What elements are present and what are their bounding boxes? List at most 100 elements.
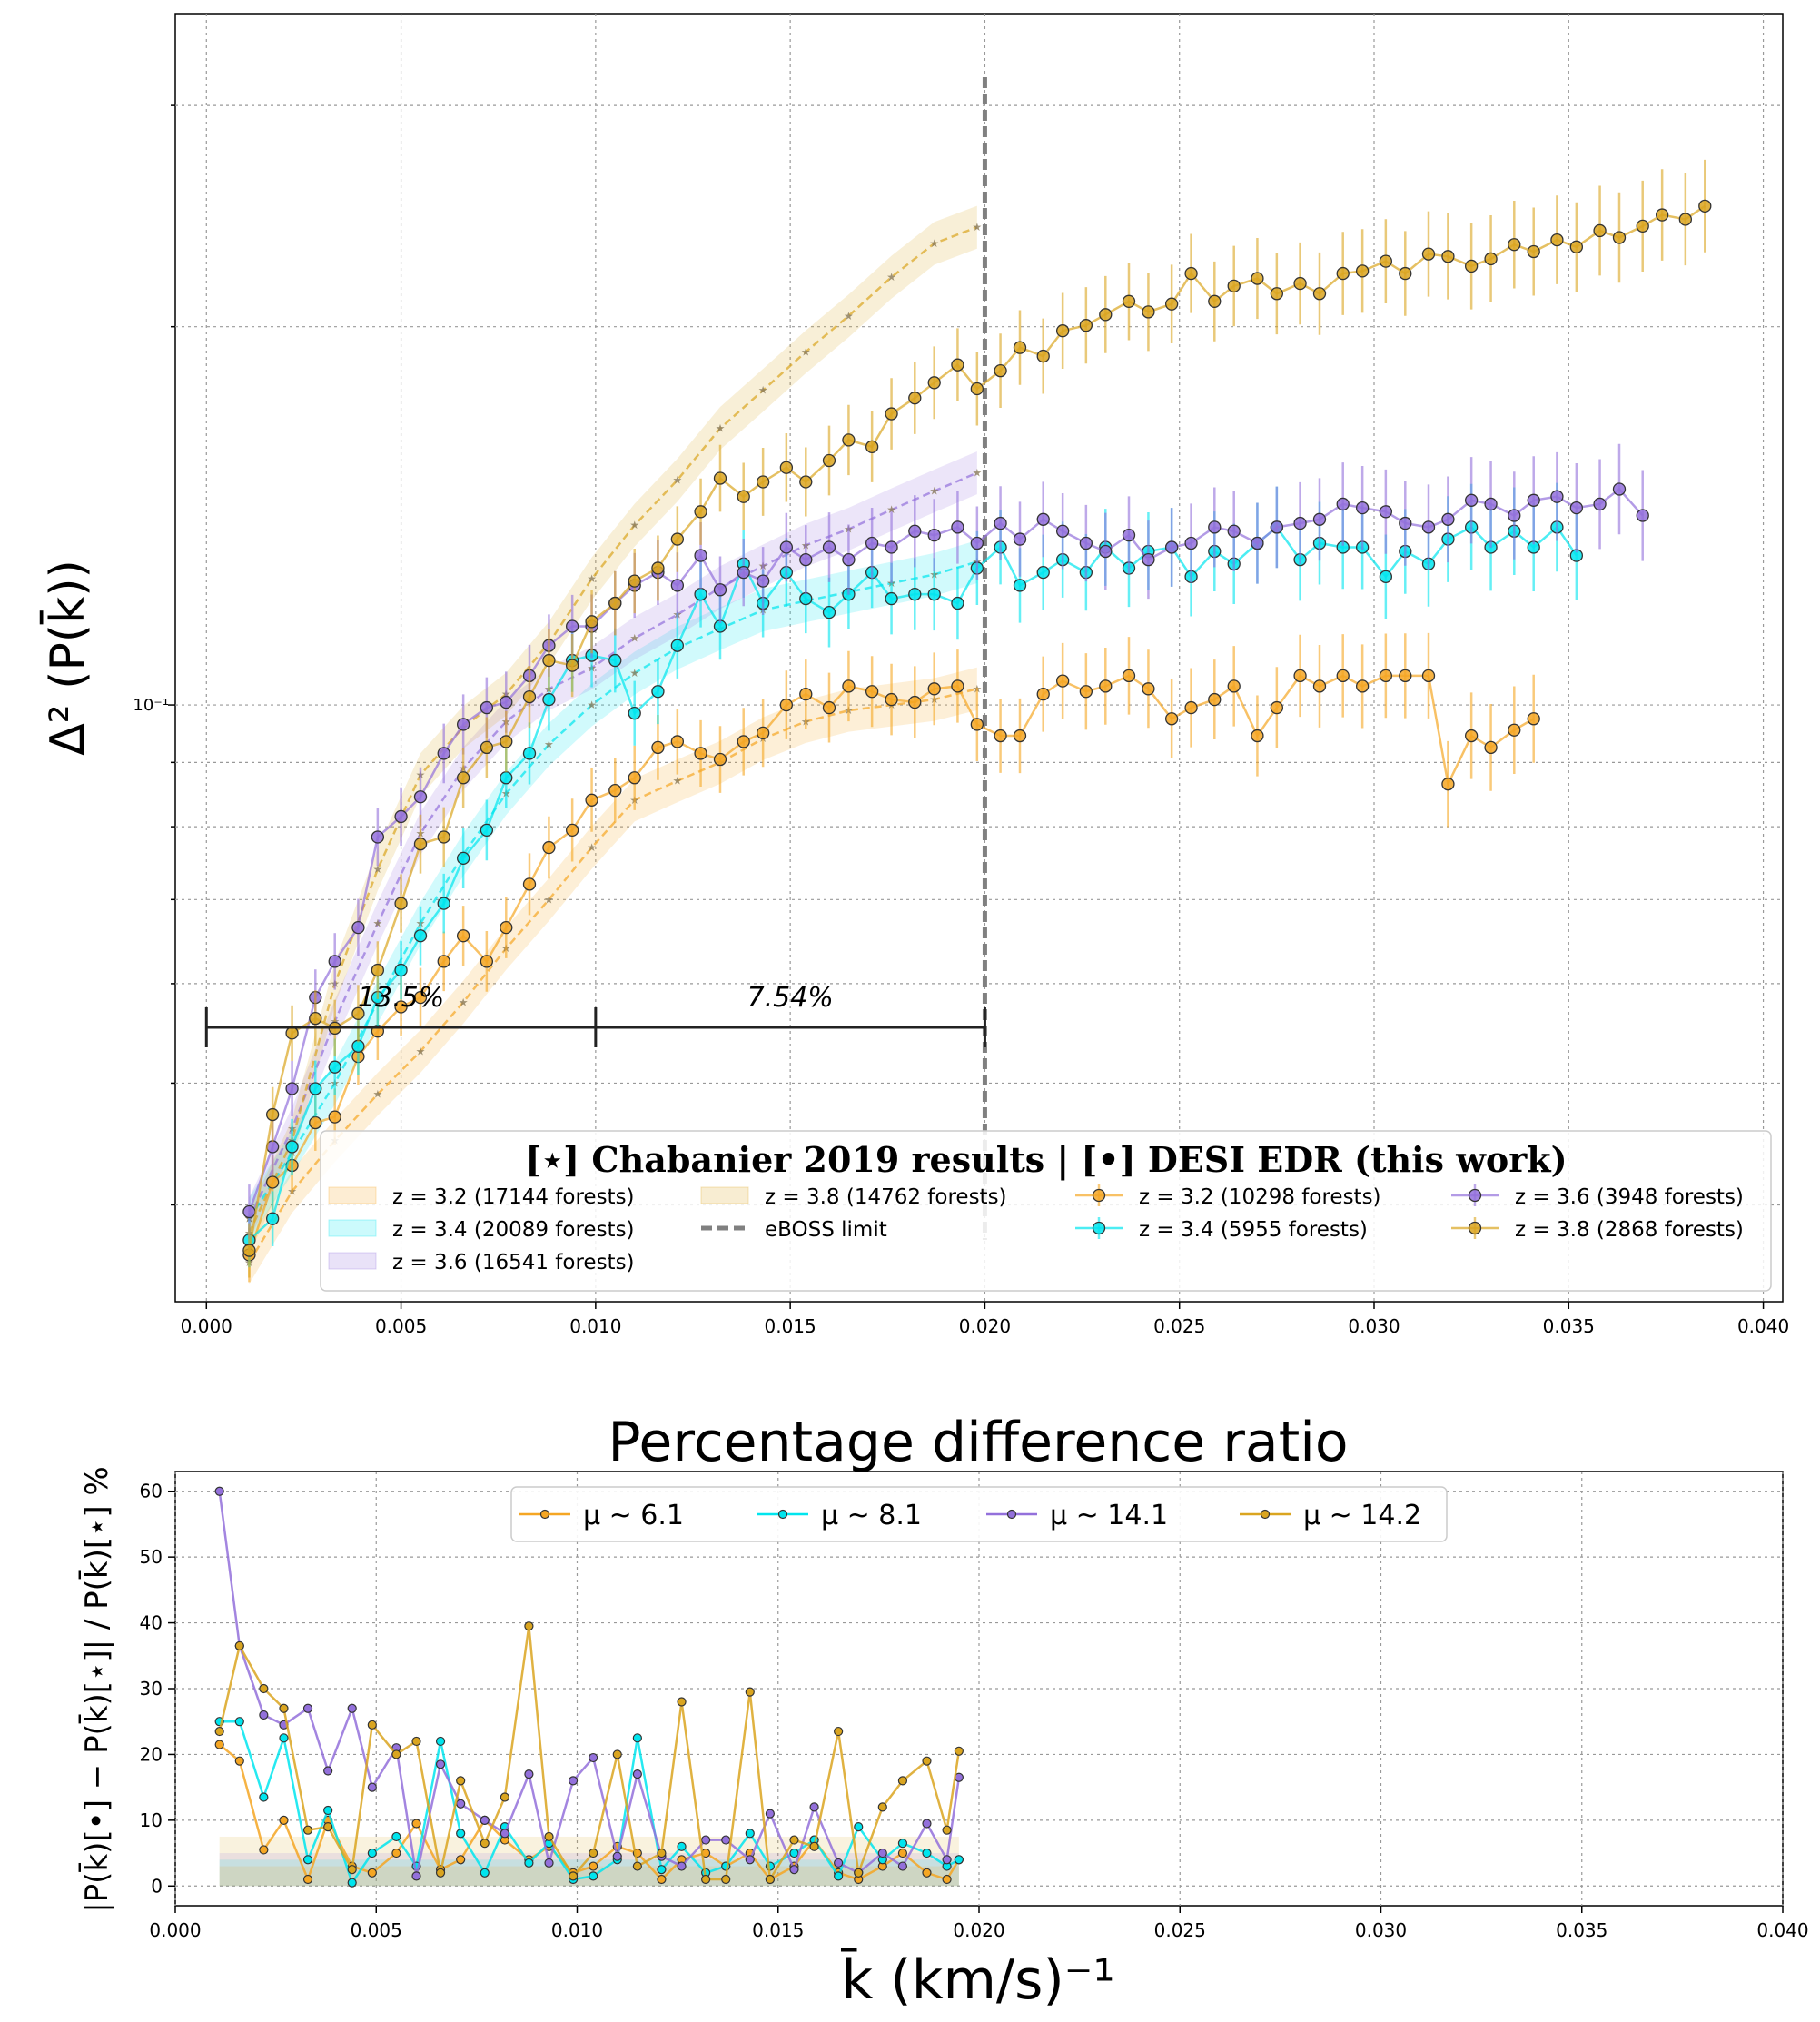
data-point (1399, 516, 1412, 530)
bottom-legend-swatch-marker (1260, 1509, 1271, 1520)
ratio-point (657, 1848, 667, 1858)
bottom-panel: Percentage difference ratio 0.000 0.005 0.… (78, 1411, 1809, 2012)
data-point (1527, 244, 1540, 259)
ratio-point (942, 1855, 952, 1865)
data-point (309, 1011, 322, 1026)
bottom-reference-bands (219, 1836, 959, 1887)
ratio-point (721, 1874, 731, 1885)
data-point (1036, 688, 1050, 701)
legend-entry-label: z = 3.6 (16541 forests) (392, 1251, 635, 1274)
top-x-tick-label: 0.020 (959, 1315, 1011, 1337)
ratio-point (279, 1815, 289, 1825)
ratio-point (259, 1792, 269, 1802)
data-point (628, 706, 641, 720)
data-point (994, 729, 1007, 743)
reference-star: ★ (372, 917, 382, 930)
ratio-point (323, 1821, 333, 1832)
data-point (285, 1026, 299, 1040)
data-point (1527, 712, 1540, 726)
data-point (1055, 524, 1070, 538)
data-point (737, 565, 750, 580)
reference-star: ★ (716, 422, 726, 435)
reference-star: ★ (972, 467, 982, 480)
bottom-y-tick-label: 60 (140, 1481, 163, 1502)
ratio-point (834, 1858, 844, 1868)
legend-entry-label: z = 3.2 (17144 forests) (392, 1185, 635, 1209)
data-point (456, 851, 470, 866)
data-point (1336, 497, 1350, 511)
reference-star: ★ (758, 384, 768, 397)
ratio-point (677, 1697, 687, 1707)
data-point (1079, 319, 1093, 332)
top-x-tick-label: 0.000 (181, 1315, 232, 1337)
data-point (1122, 528, 1136, 542)
reference-star: ★ (587, 699, 597, 711)
data-point (842, 552, 856, 567)
ratio-point (347, 1878, 357, 1888)
top-x-tick-labels: 0.000 0.005 0.010 0.015 0.020 0.025 0.030 0.035… (181, 1315, 1790, 1337)
data-point (651, 740, 665, 755)
ratio-point (500, 1792, 509, 1802)
reference-star: ★ (929, 237, 939, 250)
data-point (1013, 579, 1027, 592)
ratio-point (367, 1848, 377, 1858)
ratio-point (524, 1621, 534, 1631)
data-point (1421, 520, 1436, 534)
ratio-point (745, 1855, 755, 1865)
data-point (927, 376, 941, 390)
reference-line-2 (248, 471, 978, 1220)
legend-swatch (328, 1252, 377, 1270)
data-point (1355, 679, 1370, 693)
data-point (480, 823, 494, 838)
data-point (713, 583, 727, 597)
reference-star: ★ (416, 1045, 426, 1057)
ratio-point (234, 1756, 244, 1766)
top-x-tick-label: 0.040 (1737, 1315, 1789, 1337)
bottom-x-axis-label: k̄ (km/s)⁻¹ (841, 1947, 1115, 2012)
data-point (885, 591, 898, 606)
data-point (670, 735, 685, 748)
bottom-legend: μ ~ 6.1 μ ~ 8.1 μ ~ 14.1 μ ~ 14.2 (510, 1486, 1448, 1542)
data-point (670, 532, 685, 546)
top-series (242, 159, 1712, 1283)
ratio-point (568, 1776, 579, 1786)
data-point (756, 574, 770, 588)
data-point (1550, 490, 1564, 503)
data-point (1379, 669, 1393, 683)
data-point (1399, 669, 1412, 683)
bottom-y-tick-label: 0 (151, 1875, 163, 1897)
data-point (1099, 679, 1113, 693)
legend-swatch-marker (1092, 1221, 1106, 1235)
data-point (1312, 512, 1327, 526)
reference-star: ★ (886, 271, 896, 283)
data-point (1013, 341, 1027, 354)
data-point (542, 840, 556, 855)
series-0 (242, 632, 1540, 1283)
data-point (756, 726, 770, 740)
data-point (927, 528, 941, 542)
ratio-point (745, 1687, 755, 1697)
data-point (1208, 294, 1222, 308)
reference-star: ★ (801, 345, 811, 358)
reference-line-0 (248, 688, 978, 1264)
data-point (799, 591, 813, 606)
data-point (908, 524, 922, 538)
reference-star: ★ (886, 503, 896, 516)
data-point (371, 963, 385, 977)
data-point (456, 771, 470, 785)
data-point (437, 830, 450, 844)
data-point (1184, 700, 1198, 715)
bottom-y-tick-label: 40 (140, 1612, 163, 1634)
data-point (865, 440, 879, 454)
data-point (413, 790, 428, 804)
data-point (1013, 532, 1027, 546)
ratio-point (897, 1776, 908, 1786)
ratio-point (942, 1874, 952, 1885)
bottom-legend-box (510, 1486, 1448, 1542)
bottom-y-axis-label: |P(k̄)[•] − P(k̄)[⋆]| / P(k̄)[⋆] % (78, 1466, 115, 1913)
data-point (542, 692, 556, 707)
legend-swatch (328, 1186, 377, 1204)
bottom-y-tick-label: 20 (140, 1743, 163, 1765)
ratio-point (834, 1871, 844, 1881)
data-point (970, 536, 984, 550)
